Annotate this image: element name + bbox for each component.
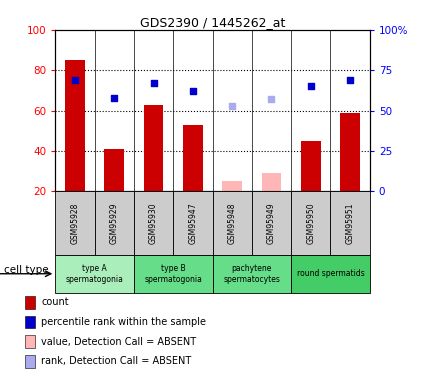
- Bar: [144, 105, 163, 191]
- Bar: [262, 173, 281, 191]
- Text: round spermatids: round spermatids: [297, 269, 364, 278]
- Bar: [291, 255, 370, 292]
- Point: [307, 84, 314, 90]
- Bar: [212, 255, 291, 292]
- Point: [268, 96, 275, 102]
- Text: value, Detection Call = ABSENT: value, Detection Call = ABSENT: [41, 337, 196, 347]
- Text: GSM95950: GSM95950: [306, 202, 315, 244]
- Bar: [105, 149, 124, 191]
- Text: GSM95947: GSM95947: [188, 202, 197, 244]
- Text: GSM95951: GSM95951: [346, 202, 354, 244]
- Bar: [183, 125, 203, 191]
- Bar: [25, 335, 35, 348]
- Text: percentile rank within the sample: percentile rank within the sample: [41, 317, 206, 327]
- Text: GSM95948: GSM95948: [228, 202, 237, 244]
- Point: [347, 77, 354, 83]
- Bar: [340, 112, 360, 191]
- Text: type A
spermatogonia: type A spermatogonia: [65, 264, 124, 284]
- Text: GSM95949: GSM95949: [267, 202, 276, 244]
- Text: count: count: [41, 297, 69, 307]
- Bar: [252, 191, 291, 255]
- Point: [111, 95, 118, 101]
- Text: pachytene
spermatocytes: pachytene spermatocytes: [224, 264, 280, 284]
- Text: GSM95928: GSM95928: [71, 202, 79, 244]
- Bar: [222, 181, 242, 191]
- Bar: [55, 255, 134, 292]
- Bar: [25, 296, 35, 309]
- Title: GDS2390 / 1445262_at: GDS2390 / 1445262_at: [140, 16, 285, 29]
- Bar: [331, 191, 370, 255]
- Point: [229, 103, 235, 109]
- Bar: [65, 60, 85, 191]
- Point: [190, 88, 196, 94]
- Text: type B
spermatogonia: type B spermatogonia: [144, 264, 202, 284]
- Bar: [301, 141, 320, 191]
- Bar: [291, 191, 331, 255]
- Bar: [94, 191, 134, 255]
- Bar: [55, 191, 94, 255]
- Bar: [134, 191, 173, 255]
- Text: GSM95930: GSM95930: [149, 202, 158, 244]
- Text: rank, Detection Call = ABSENT: rank, Detection Call = ABSENT: [41, 356, 191, 366]
- Bar: [25, 355, 35, 368]
- Bar: [134, 255, 212, 292]
- Bar: [25, 316, 35, 328]
- Text: GSM95929: GSM95929: [110, 202, 119, 244]
- Point: [150, 80, 157, 86]
- Bar: [212, 191, 252, 255]
- Bar: [173, 191, 212, 255]
- Text: cell type: cell type: [4, 265, 49, 275]
- Point: [71, 77, 78, 83]
